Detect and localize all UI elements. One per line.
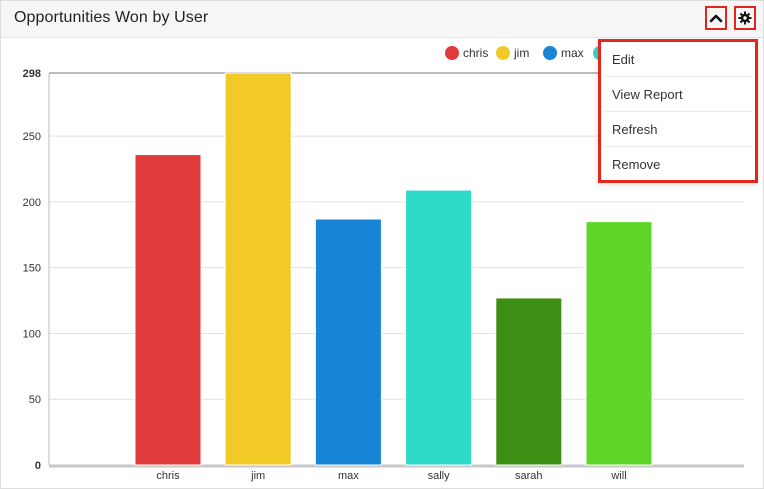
y-tick-label: 150 — [23, 263, 41, 275]
chevron-up-icon — [709, 14, 723, 23]
x-tick-label: will — [610, 470, 626, 482]
gear-icon — [738, 11, 752, 25]
bar-sally — [405, 189, 473, 466]
y-tick-label: 100 — [23, 328, 41, 340]
menu-item-view-report[interactable]: View Report — [604, 77, 752, 112]
legend-swatch-max — [543, 46, 557, 60]
menu-item-refresh[interactable]: Refresh — [604, 112, 752, 147]
bar-jim — [224, 72, 292, 466]
bar-max — [314, 218, 382, 466]
y-tick-label: 200 — [23, 197, 41, 209]
y-tick-label: 0 — [35, 460, 41, 472]
y-tick-label: 50 — [29, 394, 41, 406]
legend-label-chris: chris — [463, 46, 488, 60]
bar-sarah — [495, 297, 563, 466]
dashlet-header: Opportunities Won by User — [1, 1, 763, 38]
collapse-button[interactable] — [705, 6, 727, 30]
dashlet-actions-menu: Edit View Report Refresh Remove — [598, 39, 758, 183]
x-tick-label: jim — [250, 470, 265, 482]
bar-will — [585, 221, 653, 466]
legend-swatch-chris — [445, 46, 459, 60]
bar-chris — [134, 154, 202, 466]
x-tick-label: sarah — [515, 470, 543, 482]
x-tick-label: chris — [156, 470, 180, 482]
legend-label-max: max — [561, 46, 584, 60]
y-tick-label: 298 — [23, 68, 41, 80]
dashlet-title: Opportunities Won by User — [14, 9, 209, 26]
x-tick-label: max — [338, 470, 359, 482]
settings-button[interactable] — [734, 6, 756, 30]
menu-item-remove[interactable]: Remove — [612, 157, 661, 172]
y-tick-label: 250 — [23, 131, 41, 143]
bar-chart: 0 50 100 150 200 250 298 chris jim max sally sarah w… — [23, 46, 744, 482]
menu-item-edit[interactable]: Edit — [604, 42, 752, 77]
x-tick-label: sally — [428, 470, 451, 482]
legend-label-jim: jim — [513, 46, 529, 60]
legend-swatch-jim — [496, 46, 510, 60]
